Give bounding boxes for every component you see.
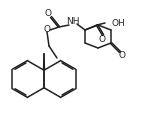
Text: O: O <box>118 52 125 60</box>
Text: O: O <box>43 25 51 35</box>
Text: O: O <box>98 35 106 43</box>
Text: NH: NH <box>66 18 80 26</box>
Text: OH: OH <box>111 19 125 27</box>
Text: O: O <box>45 9 52 19</box>
